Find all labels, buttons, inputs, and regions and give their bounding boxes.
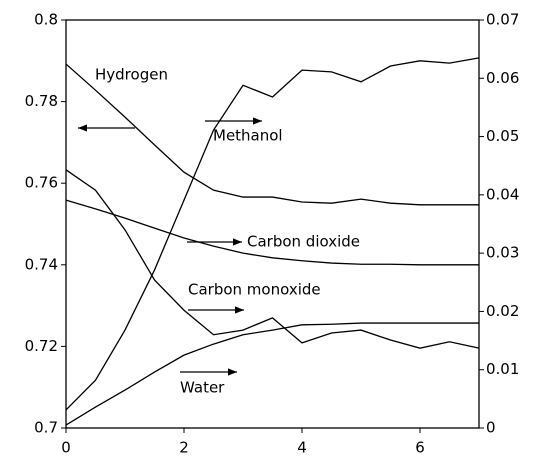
series-line [65, 322, 479, 426]
y-tick-label: 0.74 [25, 255, 58, 273]
y2-tick-label: 0.05 [486, 127, 519, 145]
series-label: Methanol [213, 127, 283, 145]
y2-tick-label: 0.03 [486, 244, 519, 262]
series-line [65, 169, 480, 349]
x-tick-label: 0 [61, 439, 71, 457]
y-tick-label: 0.76 [25, 174, 58, 192]
y2-tick-label: 0 [486, 419, 496, 437]
y-tick-label: 0.8 [34, 11, 58, 29]
y-tick-label: 0.72 [25, 337, 58, 355]
y2-tick-label: 0.07 [486, 11, 519, 29]
series-label: Hydrogen [95, 66, 168, 84]
series-line [65, 63, 479, 206]
series-line [65, 57, 480, 411]
y2-tick-label: 0.06 [486, 69, 519, 87]
arrows [78, 117, 262, 376]
y2-tick-label: 0.02 [486, 302, 519, 320]
x-tick-label: 6 [415, 439, 425, 457]
series-label: Carbon monoxide [188, 281, 321, 299]
series-label: Water [180, 379, 225, 397]
plot-frame [65, 19, 480, 429]
y-tick-label: 0.78 [25, 92, 58, 110]
y2-tick-label: 0.04 [486, 185, 519, 203]
series-line [65, 199, 479, 266]
x-tick-label: 4 [297, 439, 307, 457]
x-tick-label: 2 [179, 439, 189, 457]
series-label: Carbon dioxide [247, 233, 360, 251]
y2-tick-label: 0.01 [486, 360, 519, 378]
y-tick-label: 0.7 [34, 419, 58, 437]
